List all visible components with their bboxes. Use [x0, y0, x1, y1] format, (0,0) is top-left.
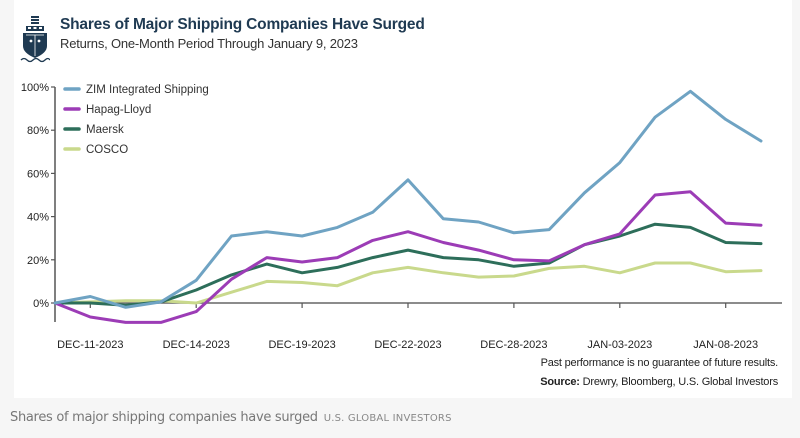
y-tick-label: 100% — [21, 82, 49, 94]
disclaimer: Past performance is no guarantee of futu… — [540, 357, 779, 369]
series-line-cosco — [53, 261, 763, 305]
x-tick-label: DEC-28-2023 — [480, 339, 547, 351]
series-line-zim-integrated-shipping — [53, 89, 763, 309]
legend: ZIM Integrated Shipping Hapag-Lloyd Maersk… — [63, 84, 209, 156]
y-tick-label: 20% — [27, 255, 49, 267]
chart-card — [14, 0, 792, 398]
chart-title: Shares of Major Shipping Companies Have … — [60, 16, 425, 33]
chart-subtitle: Returns, One-Month Period Through Januar… — [60, 36, 358, 51]
series-lines — [53, 89, 763, 324]
source-note: Source: Drewry, Bloomberg, U.S. Global I… — [540, 376, 778, 388]
source-label: Source: — [540, 376, 580, 388]
axes: 0% 20% 40% 60% 80% 100% DEC-11-2023 DEC-14-2023… — [21, 82, 782, 351]
y-tick-label: 40% — [27, 212, 49, 224]
x-tick-label: JAN-03-2023 — [587, 339, 652, 351]
ship-icon — [20, 16, 50, 63]
x-tick-label: DEC-19-2023 — [268, 339, 335, 351]
legend-label-hapag-lloyd: Hapag-Lloyd — [86, 104, 151, 116]
legend-label-cosco: COSCO — [86, 144, 128, 156]
source-text: Drewry, Bloomberg, U.S. Global Investors — [579, 376, 779, 388]
chart-header: Shares of Major Shipping Companies Have … — [20, 13, 425, 63]
y-tick-label: 0% — [33, 298, 49, 310]
series-line-hapag-lloyd — [53, 190, 763, 324]
x-tick-label: JAN-08-2023 — [693, 339, 758, 351]
y-tick-label: 60% — [27, 168, 49, 180]
caption-brand: U.S. Global Investors — [323, 413, 452, 424]
series-line-maersk — [53, 222, 763, 307]
caption-text: Shares of major shipping companies have … — [10, 410, 318, 425]
image-caption: Shares of major shipping companies have … — [10, 410, 452, 425]
x-tick-label: DEC-22-2023 — [374, 339, 441, 351]
y-tick-label: 80% — [27, 125, 49, 137]
x-tick-label: DEC-14-2023 — [163, 339, 230, 351]
line-chart: 0% 20% 40% 60% 80% 100% DEC-11-2023 DEC-14-2023… — [21, 82, 782, 351]
legend-label-maersk: Maersk — [86, 124, 124, 136]
x-tick-label: DEC-11-2023 — [57, 339, 123, 351]
legend-label-zim-integrated-shipping: ZIM Integrated Shipping — [86, 84, 209, 96]
